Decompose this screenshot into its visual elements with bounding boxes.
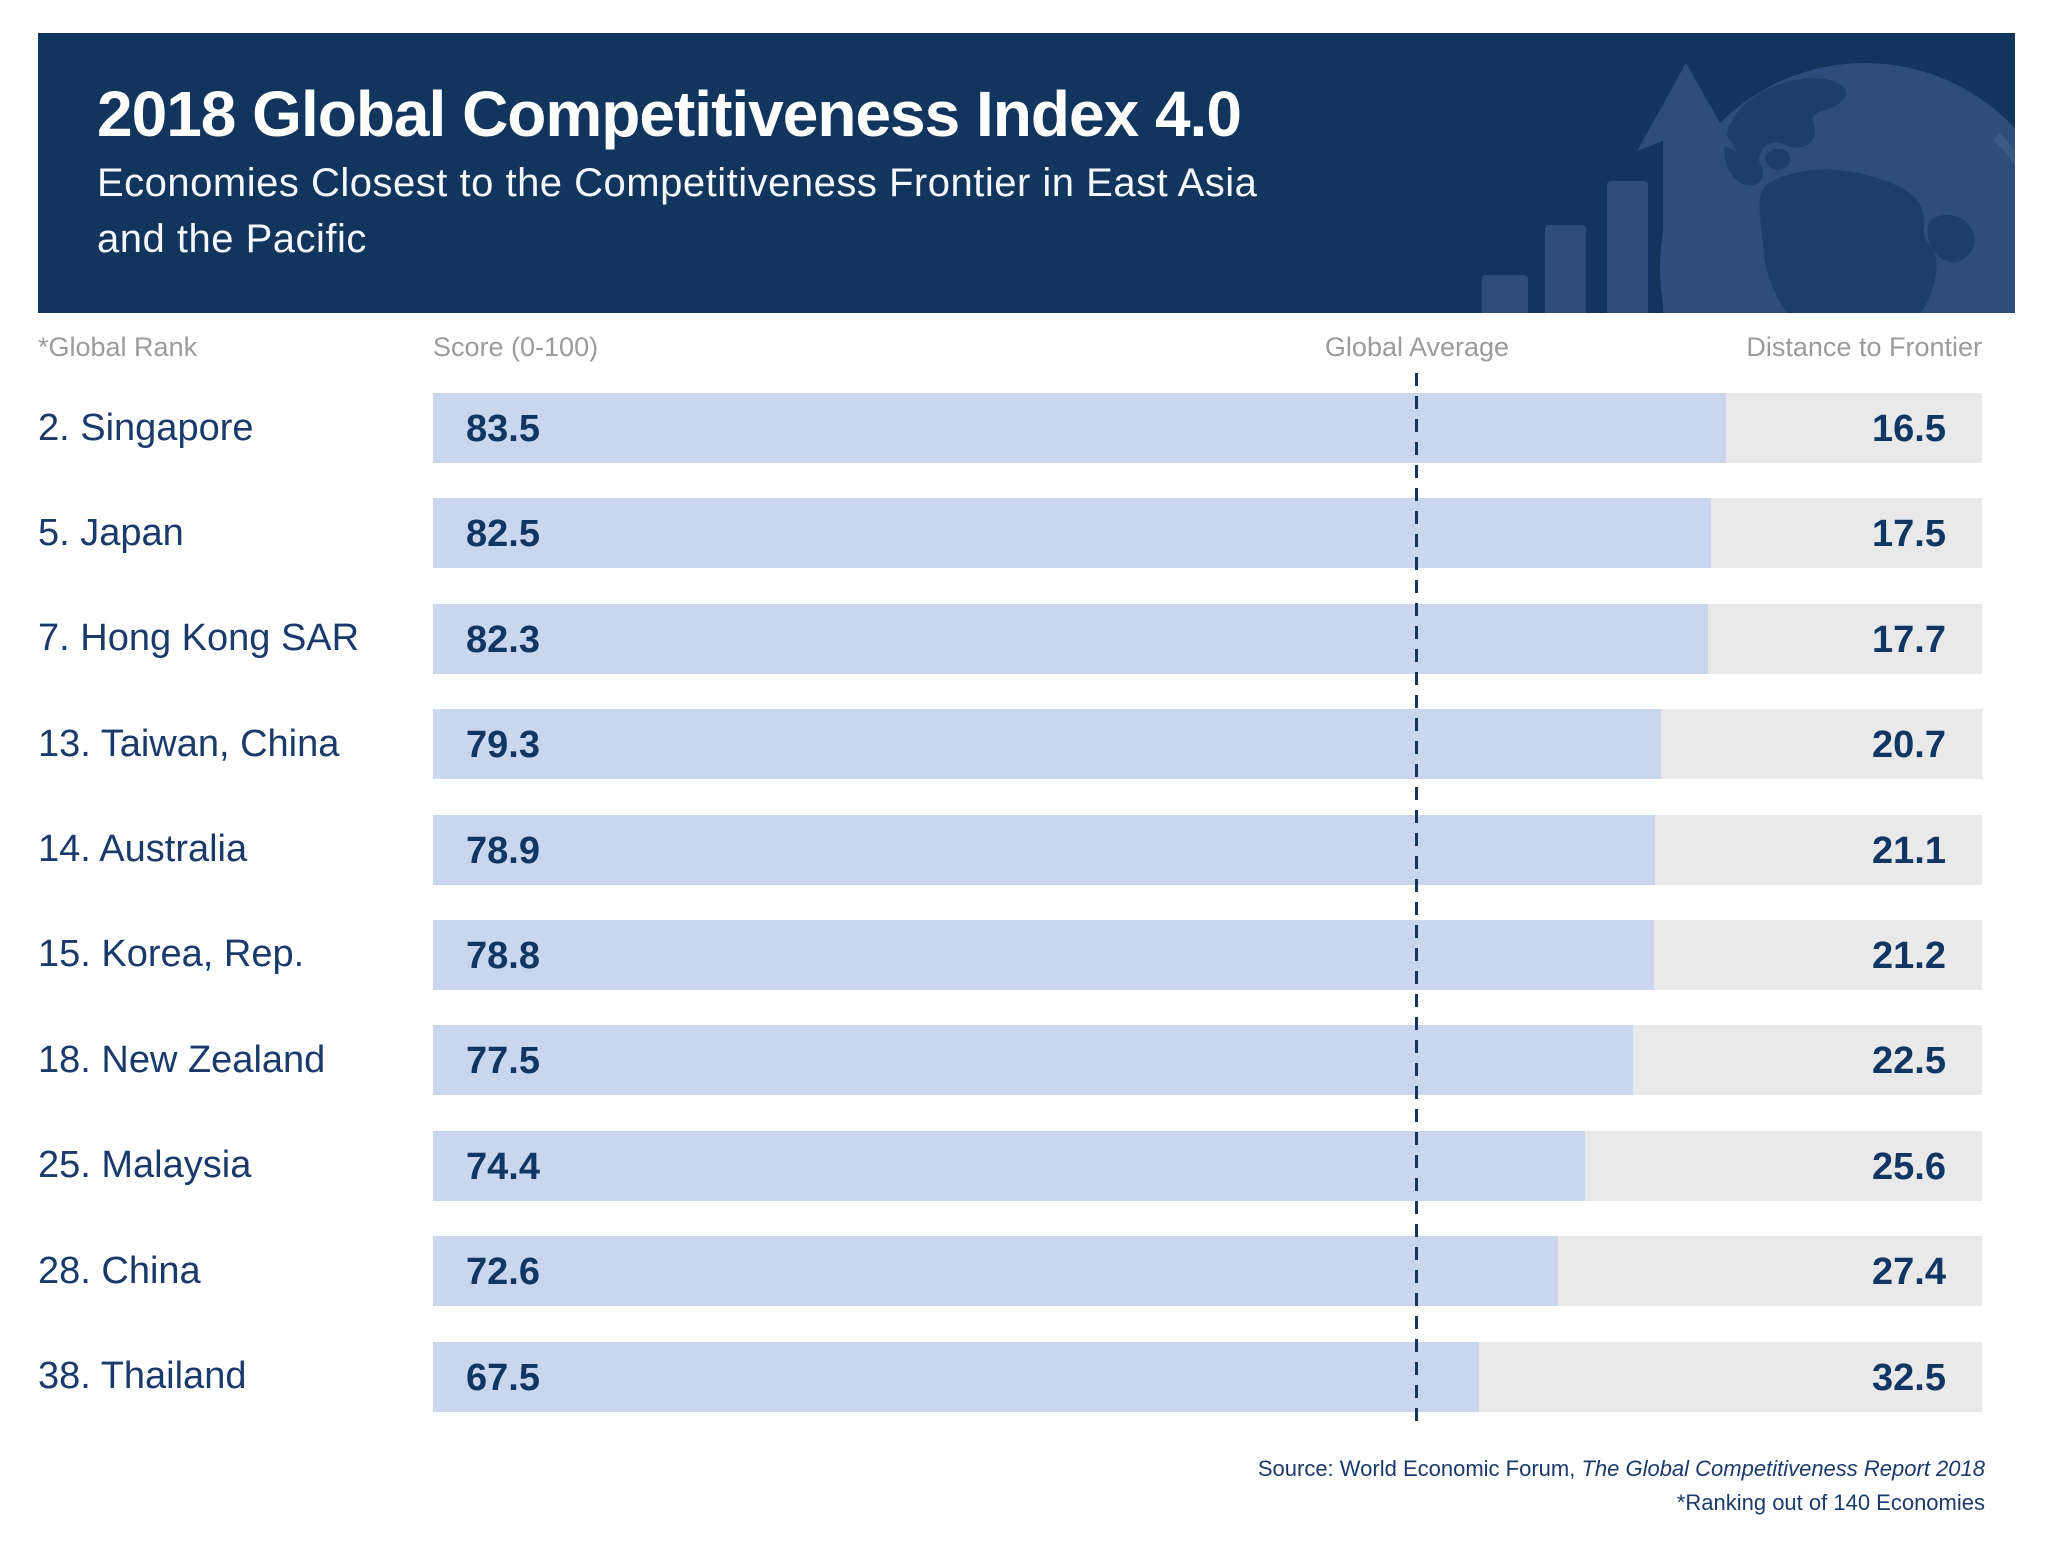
economy-label: 25. Malaysia: [38, 1144, 252, 1187]
score-value: 82.3: [466, 618, 540, 661]
economy-label: 38. Thailand: [38, 1355, 247, 1398]
ranking-note: *Ranking out of 140 Economies: [1676, 1490, 1985, 1515]
economy-label: 7. Hong Kong SAR: [38, 617, 360, 660]
distance-value: 20.7: [1872, 724, 1946, 767]
score-value: 82.5: [466, 513, 540, 556]
bar-chart-icon: [1482, 181, 1648, 313]
source-text: Source: World Economic Forum,: [1257, 1456, 1582, 1481]
distance-value: 22.5: [1872, 1040, 1946, 1083]
distance-track: 82.5 17.5: [433, 498, 1982, 569]
distance-track: 77.5 22.5: [433, 1025, 1982, 1096]
economy-label: 2. Singapore: [38, 406, 254, 449]
distance-track: 79.3 20.7: [433, 709, 1982, 780]
table-row: 14. Australia 78.9 21.1: [38, 814, 1982, 885]
footer: Source: World Economic Forum, The Global…: [1258, 1452, 1985, 1520]
globe-icon: [1660, 63, 2015, 313]
header-banner: 2018 Global Competitiveness Index 4.0 Ec…: [38, 33, 2015, 313]
score-bar-fill: [433, 814, 1656, 885]
score-value: 83.5: [466, 408, 540, 450]
column-header-global-rank: *Global Rank: [38, 332, 198, 362]
page-subtitle-line2: and the Pacific: [97, 217, 367, 261]
score-value: 74.4: [466, 1145, 540, 1188]
score-bar-fill: [433, 1236, 1558, 1307]
economy-label: 14. Australia: [38, 828, 248, 871]
score-value: 79.3: [466, 724, 540, 767]
score-bar-fill: [433, 1341, 1479, 1412]
column-header-global-average: Global Average: [1324, 332, 1510, 362]
column-header-score: Score (0-100): [433, 332, 599, 362]
score-bar-fill: [433, 1130, 1586, 1201]
distance-value: 21.1: [1872, 829, 1946, 872]
page-title: 2018 Global Competitiveness Index 4.0: [97, 78, 1242, 150]
score-bar-fill: [433, 919, 1654, 990]
score-value: 72.6: [466, 1251, 540, 1294]
economy-label: 5. Japan: [38, 511, 184, 554]
table-row: 18. New Zealand 77.5 22.5: [38, 1025, 1982, 1096]
global-average-dashed-line: [1415, 373, 1418, 1425]
table-row: 28. China 72.6 27.4: [38, 1236, 1982, 1307]
score-value: 78.8: [466, 934, 540, 977]
source-report-title: The Global Competitiveness Report 2018: [1581, 1456, 1985, 1481]
distance-track: 82.3 17.7: [433, 603, 1982, 674]
table-row: 13. Taiwan, China 79.3 20.7: [38, 709, 1982, 780]
score-value: 78.9: [466, 829, 540, 872]
table-row: 38. Thailand 67.5 32.5: [38, 1341, 1982, 1412]
score-value: 77.5: [466, 1040, 540, 1083]
distance-track: 67.5 32.5: [433, 1341, 1982, 1412]
distance-track: 78.9 21.1: [433, 814, 1982, 885]
economy-label: 28. China: [38, 1249, 201, 1292]
distance-value: 27.4: [1872, 1251, 1946, 1294]
table-row: 25. Malaysia 74.4 25.6: [38, 1130, 1982, 1201]
score-bar-fill: [433, 709, 1662, 780]
table-row: 7. Hong Kong SAR 82.3 17.7: [38, 603, 1982, 674]
table-row: 5. Japan 82.5 17.5: [38, 498, 1982, 569]
economy-label: 13. Taiwan, China: [38, 722, 340, 765]
score-bar-fill: [433, 393, 1727, 463]
distance-value: 17.5: [1872, 513, 1946, 556]
table-row: 2. Singapore 83.5 16.5: [38, 393, 1982, 463]
economy-label: 15. Korea, Rep.: [38, 933, 305, 976]
distance-value: 25.6: [1872, 1145, 1946, 1188]
page-subtitle-line1: Economies Closest to the Competitiveness…: [97, 161, 1258, 205]
page-subtitle: Economies Closest to the Competitiveness…: [97, 155, 1257, 267]
score-bar-fill: [433, 498, 1711, 569]
score-bar-fill: [433, 1025, 1634, 1096]
growth-globe-graphic: [1482, 63, 2015, 313]
distance-track: 74.4 25.6: [433, 1130, 1982, 1201]
arrow-up-icon: [1637, 63, 1736, 313]
distance-track: 83.5 16.5: [433, 393, 1982, 463]
distance-value: 32.5: [1872, 1356, 1946, 1399]
score-value: 67.5: [466, 1356, 540, 1399]
distance-track: 78.8 21.2: [433, 919, 1982, 990]
column-header-distance: Distance to Frontier: [1746, 332, 1982, 362]
score-bar-fill: [433, 603, 1708, 674]
source-line: Source: World Economic Forum, The Global…: [1258, 1452, 1985, 1486]
distance-value: 17.7: [1872, 618, 1946, 661]
distance-value: 16.5: [1872, 408, 1946, 450]
distance-track: 72.6 27.4: [433, 1236, 1982, 1307]
rows: 2. Singapore 83.5 16.5 5. Japan 82.5 17.…: [38, 393, 1982, 1412]
economy-label: 18. New Zealand: [38, 1038, 326, 1081]
distance-value: 21.2: [1872, 934, 1946, 977]
table-row: 15. Korea, Rep. 78.8 21.2: [38, 919, 1982, 990]
